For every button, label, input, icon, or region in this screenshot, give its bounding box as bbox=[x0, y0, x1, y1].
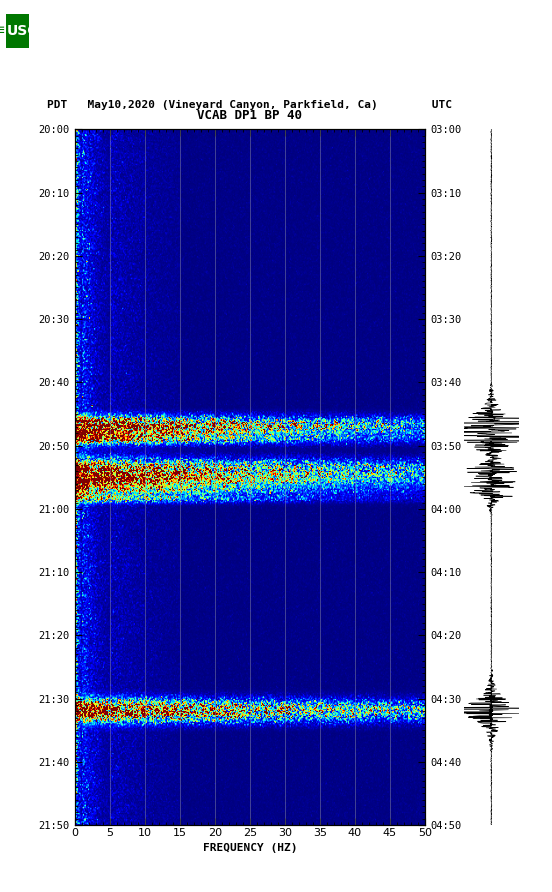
Text: ≡: ≡ bbox=[0, 24, 6, 37]
Text: PDT   May10,2020 (Vineyard Canyon, Parkfield, Ca)        UTC: PDT May10,2020 (Vineyard Canyon, Parkfie… bbox=[47, 100, 452, 110]
FancyBboxPatch shape bbox=[6, 13, 29, 48]
Text: USGS: USGS bbox=[7, 24, 50, 38]
X-axis label: FREQUENCY (HZ): FREQUENCY (HZ) bbox=[203, 844, 297, 854]
Text: VCAB DP1 BP 40: VCAB DP1 BP 40 bbox=[197, 109, 302, 122]
